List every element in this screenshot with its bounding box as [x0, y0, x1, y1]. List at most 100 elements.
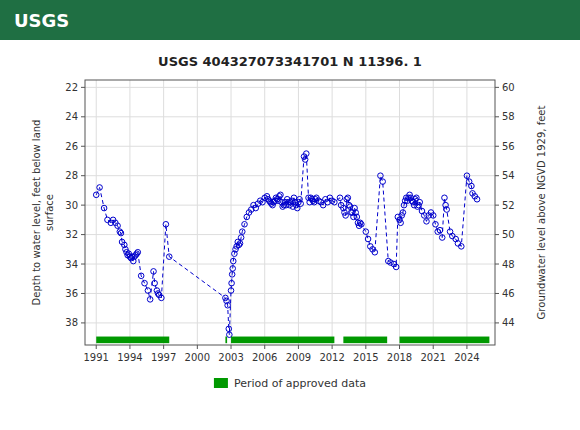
- y2-tick-label: 48: [502, 259, 515, 270]
- y2-tick-label: 60: [502, 82, 515, 93]
- grid-line-x: [332, 80, 333, 345]
- x-tick-label: 2003: [218, 352, 243, 363]
- data-point: [97, 185, 103, 191]
- data-point: [442, 195, 448, 201]
- data-point: [303, 151, 309, 157]
- y2-tick-label: 46: [502, 288, 515, 299]
- data-point: [363, 229, 369, 235]
- data-point: [444, 207, 450, 213]
- data-point: [464, 173, 470, 179]
- approved-period: [231, 337, 334, 344]
- series-line: [96, 154, 477, 335]
- data-point: [439, 235, 445, 241]
- x-tick: [96, 345, 97, 349]
- legend-swatch: [214, 378, 228, 388]
- data-point: [230, 266, 236, 272]
- y-tick-label: 36: [65, 288, 78, 299]
- grid-line-y: [85, 87, 495, 88]
- data-point: [118, 230, 124, 236]
- grid-line-y: [85, 116, 495, 117]
- x-tick: [129, 345, 130, 349]
- y-tick: [81, 146, 85, 147]
- x-tick: [163, 345, 164, 349]
- data-point: [159, 295, 165, 301]
- y2-tick: [495, 116, 499, 117]
- data-point: [433, 221, 439, 227]
- y-tick: [81, 205, 85, 206]
- y-axis-label-line: surface: [44, 194, 55, 231]
- data-point: [145, 288, 151, 294]
- grid-line-y: [85, 264, 495, 265]
- header-text: USGS: [14, 10, 69, 31]
- x-tick-label: 1994: [117, 352, 142, 363]
- y2-tick: [495, 87, 499, 88]
- y-tick-label: 30: [65, 200, 78, 211]
- x-tick: [231, 345, 232, 349]
- y-axis-label: Depth to water level, feet below landsur…: [31, 120, 55, 306]
- data-point: [238, 235, 244, 241]
- grid-line-x: [129, 80, 130, 345]
- x-tick-label: 2018: [387, 352, 412, 363]
- approved-period: [225, 337, 227, 344]
- y2-tick: [495, 146, 499, 147]
- y2-tick: [495, 234, 499, 235]
- data-point: [230, 258, 236, 264]
- x-tick-label: 2000: [185, 352, 210, 363]
- grid-line-y: [85, 322, 495, 323]
- title: USGS 404327073341701 N 11396. 1: [158, 54, 422, 69]
- data-point: [138, 273, 144, 279]
- x-tick: [197, 345, 198, 349]
- grid-line-y: [85, 146, 495, 147]
- data-point: [115, 223, 121, 229]
- y2-tick-label: 58: [502, 111, 515, 122]
- grid-line-x: [466, 80, 467, 345]
- data-point: [459, 244, 465, 250]
- grid-line-x: [197, 80, 198, 345]
- x-tick: [332, 345, 333, 349]
- y2-tick: [495, 322, 499, 323]
- data-point: [372, 249, 378, 255]
- y-tick-label: 22: [65, 82, 78, 93]
- data-point: [163, 221, 169, 227]
- data-point: [278, 192, 284, 198]
- data-point: [424, 219, 430, 225]
- data-point: [147, 297, 153, 303]
- legend-label: Period of approved data: [234, 377, 366, 390]
- x-tick-label: 2024: [454, 352, 479, 363]
- data-point: [359, 221, 365, 227]
- data-point: [229, 280, 235, 286]
- data-point: [135, 249, 141, 255]
- data-point: [228, 288, 234, 294]
- data-point: [101, 205, 107, 211]
- data-point: [437, 227, 443, 233]
- header: USGS: [0, 0, 580, 40]
- data-point: [332, 199, 338, 205]
- x-tick-label: 1991: [84, 352, 109, 363]
- data-point: [380, 179, 386, 185]
- data-point: [400, 210, 406, 216]
- data-point: [354, 214, 360, 220]
- y-tick-label: 28: [65, 170, 78, 181]
- x-tick: [264, 345, 265, 349]
- y2-tick-label: 50: [502, 229, 515, 240]
- data-point: [152, 280, 158, 286]
- y2-tick-label: 54: [502, 170, 515, 181]
- y-tick: [81, 322, 85, 323]
- y2-axis-label: Groundwater level above NGVD 1929, feet: [536, 106, 547, 320]
- grid-line-y: [85, 234, 495, 235]
- data-point: [225, 302, 231, 308]
- y2-tick: [495, 205, 499, 206]
- x-tick: [466, 345, 467, 349]
- data-point: [430, 213, 436, 219]
- x-tick-label: 2021: [420, 352, 445, 363]
- x-tick-label: 1997: [151, 352, 176, 363]
- data-point: [378, 173, 384, 179]
- y2-tick: [495, 175, 499, 176]
- plot-frame: [85, 80, 495, 345]
- grid-line-x: [298, 80, 299, 345]
- data-point: [365, 236, 371, 242]
- x-tick: [433, 345, 434, 349]
- grid-line-x: [163, 80, 164, 345]
- data-point: [302, 157, 308, 163]
- data-point: [237, 241, 243, 247]
